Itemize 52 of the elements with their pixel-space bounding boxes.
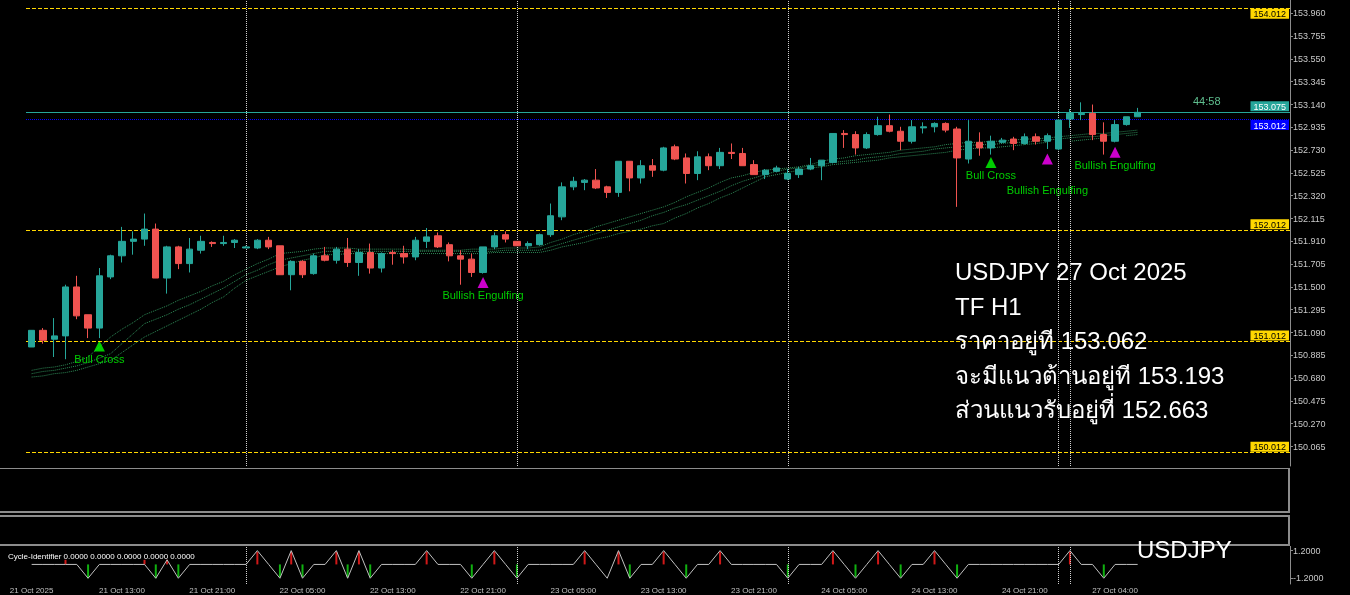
annotation: TF H1 — [955, 293, 1022, 321]
annotation: USDJPY 27 Oct 2025 — [955, 258, 1187, 286]
text: Bullish Engulfing — [1074, 159, 1156, 172]
text: 44:58 — [1193, 95, 1221, 108]
y-tick-label: 151.295 — [1293, 304, 1326, 315]
y-tick-label: 151.500 — [1293, 281, 1326, 292]
y-tick-label: 150.680 — [1293, 373, 1326, 384]
series-label: Bullish Engulfing — [442, 289, 524, 302]
x-tick-label: 23 Oct 05:00 — [550, 585, 597, 595]
y-tick-label: 153.345 — [1293, 76, 1326, 87]
annotation: USDJPY — [1137, 536, 1232, 564]
ref-line-label: 153.012 — [1253, 120, 1286, 131]
x-tick-label: 24 Oct 13:00 — [911, 585, 958, 595]
y-tick-label: 1.2000 — [1293, 545, 1321, 556]
y-tick-label: 151.910 — [1293, 236, 1326, 247]
annotation: จะมีแนวต้านอยู่ที 153.193 — [955, 362, 1225, 390]
ref-line-label: 154.012 — [1253, 9, 1286, 20]
text: Bullish Engulfing — [1006, 184, 1089, 197]
y-tick-label: 150.885 — [1293, 350, 1326, 361]
x-tick-label: 23 Oct 21:00 — [731, 585, 778, 595]
x-tick-label: 22 Oct 05:00 — [279, 585, 326, 595]
x-tick-label: 22 Oct 21:00 — [460, 585, 507, 595]
ref-line-label: 152.012 — [1253, 219, 1286, 230]
y-tick-label: 152.730 — [1293, 145, 1326, 156]
x-tick-label: 22 Oct 13:00 — [369, 585, 417, 595]
text: Cycle-Identifier 0.0000 0.0000 0.0000 0.0000 0.0000 — [8, 551, 196, 561]
y-tick-label: 152.320 — [1293, 190, 1326, 201]
ref-line-label: 151.012 — [1253, 330, 1286, 341]
y-tick-label: 151.705 — [1293, 259, 1326, 270]
y-tick-label: 152.525 — [1293, 167, 1326, 178]
x-tick-label: 24 Oct 05:00 — [821, 585, 868, 595]
x-tick-label: 21 Oct 13:00 — [99, 585, 146, 595]
y-tick-label: 153.550 — [1293, 53, 1326, 64]
y-tick-label: 152.935 — [1293, 122, 1326, 133]
x-tick-label: 24 Oct 21:00 — [1001, 585, 1049, 595]
y-tick-label: 150.475 — [1293, 395, 1326, 406]
x-tick-label: 23 Oct 13:00 — [640, 585, 688, 595]
x-tick-label: 21 Oct 2025 — [9, 585, 54, 595]
x-tick-label: 21 Oct 21:00 — [189, 585, 236, 595]
text: Bull Cross — [965, 169, 1016, 182]
ref-line-label: 150.012 — [1253, 442, 1286, 453]
y-tick-label: 153.960 — [1293, 8, 1326, 19]
y-tick-label: 151.090 — [1293, 327, 1326, 338]
y-tick-label: -1.2000 — [1293, 573, 1324, 584]
series-label: Bull Cross — [74, 352, 125, 365]
y-tick-label: 153.755 — [1293, 31, 1326, 42]
y-tick-label: 153.140 — [1293, 99, 1326, 110]
y-tick-label: 150.065 — [1293, 441, 1326, 452]
y-tick-label: 152.115 — [1293, 213, 1325, 224]
x-tick-label: 27 Oct 04:00 — [1092, 585, 1139, 595]
y-tick-label: 150.270 — [1293, 418, 1326, 429]
ref-line-label: 153.075 — [1253, 101, 1286, 112]
